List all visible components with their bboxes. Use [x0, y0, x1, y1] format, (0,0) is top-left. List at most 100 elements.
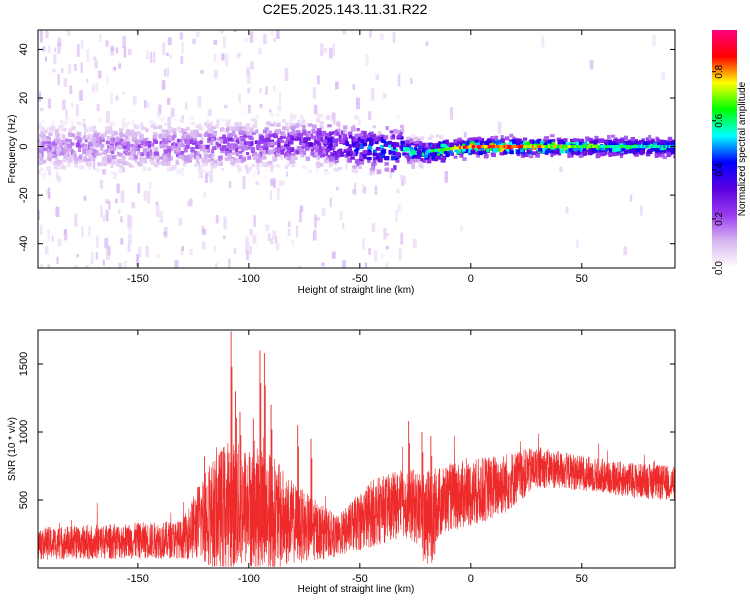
- band-cell: [165, 129, 169, 133]
- band-cell: [210, 160, 214, 166]
- band-cell: [413, 140, 419, 144]
- band-cell: [160, 133, 166, 138]
- band-cell: [372, 152, 378, 156]
- noise-cell: [155, 148, 158, 155]
- noise-cell: [147, 190, 151, 204]
- band-cell: [238, 130, 243, 136]
- colorbar-tick-label: 0.0: [714, 261, 725, 275]
- band-cell: [188, 132, 194, 137]
- band-cell: [166, 133, 170, 137]
- band-cell: [412, 154, 418, 159]
- noise-cell: [91, 87, 95, 93]
- band-cell: [249, 127, 254, 132]
- band-cell: [603, 150, 608, 154]
- band-cell: [68, 128, 73, 132]
- band-cell: [264, 149, 270, 154]
- noise-cell: [213, 39, 218, 45]
- noise-cell: [652, 34, 656, 46]
- core-cell: [601, 145, 604, 149]
- core-cell: [624, 145, 627, 149]
- noise-cell: [255, 159, 259, 167]
- core-cell: [652, 145, 656, 149]
- band-cell: [613, 138, 617, 144]
- noise-cell: [146, 102, 150, 109]
- band-cell: [110, 150, 115, 155]
- band-cell: [224, 150, 230, 156]
- noise-cell: [259, 103, 263, 109]
- band-cell: [535, 153, 540, 158]
- band-cell: [400, 128, 405, 133]
- band-cell: [143, 159, 148, 164]
- noise-cell: [215, 262, 218, 268]
- noise-cell: [38, 209, 41, 220]
- y-tick-label: 0: [18, 144, 30, 150]
- core-cell: [665, 145, 668, 149]
- noise-cell: [368, 30, 372, 38]
- band-cell: [576, 138, 580, 144]
- band-cell: [333, 120, 337, 125]
- noise-cell: [240, 151, 245, 159]
- band-cell: [58, 126, 64, 130]
- band-cell: [669, 140, 674, 145]
- band-cell: [66, 154, 71, 158]
- band-cell: [38, 148, 44, 153]
- band-cell: [91, 156, 95, 161]
- band-cell: [92, 148, 97, 154]
- band-cell: [107, 158, 112, 163]
- core-cell: [597, 145, 601, 149]
- band-cell: [178, 128, 184, 133]
- band-cell: [270, 165, 275, 169]
- band-cell: [47, 156, 52, 161]
- band-cell: [377, 137, 383, 142]
- noise-cell: [123, 260, 127, 268]
- noise-cell: [166, 67, 169, 77]
- band-cell: [470, 138, 475, 144]
- noise-cell: [46, 189, 49, 195]
- band-cell: [528, 139, 533, 144]
- band-cell: [38, 154, 42, 159]
- band-cell: [439, 134, 444, 140]
- band-cell: [136, 144, 141, 149]
- noise-cell: [267, 233, 271, 242]
- band-cell: [129, 150, 135, 156]
- noise-cell: [385, 262, 389, 268]
- core-cell: [441, 148, 444, 152]
- noise-cell: [291, 240, 294, 245]
- band-cell: [548, 139, 553, 144]
- noise-cell: [66, 30, 71, 36]
- noise-cell: [47, 187, 51, 199]
- band-cell: [383, 142, 389, 147]
- band-cell: [666, 148, 671, 152]
- band-cell: [347, 157, 353, 163]
- band-cell: [391, 141, 397, 147]
- noise-cell: [80, 40, 84, 50]
- band-cell: [208, 137, 212, 142]
- band-cell: [43, 129, 48, 134]
- band-cell: [226, 142, 231, 148]
- band-cell: [342, 140, 348, 145]
- noise-cell: [245, 250, 250, 261]
- band-cell: [369, 171, 373, 176]
- band-cell: [115, 136, 120, 142]
- noise-cell: [110, 161, 114, 169]
- band-cell: [550, 152, 554, 158]
- band-cell: [172, 134, 177, 138]
- band-cell: [445, 139, 449, 145]
- noise-cell: [77, 44, 80, 57]
- band-cell: [192, 137, 198, 142]
- band-cell: [604, 139, 609, 143]
- band-cell: [496, 139, 501, 145]
- band-cell: [119, 164, 124, 169]
- band-cell: [116, 141, 122, 146]
- core-cell: [602, 145, 606, 149]
- band-cell: [323, 143, 328, 147]
- noise-cell: [120, 190, 125, 203]
- band-cell: [420, 163, 424, 169]
- band-cell: [408, 156, 413, 161]
- band-cell: [171, 143, 175, 148]
- noise-cell: [57, 73, 60, 85]
- band-cell: [633, 146, 637, 151]
- band-cell: [287, 155, 292, 161]
- noise-cell: [137, 183, 141, 194]
- band-cell: [185, 138, 189, 143]
